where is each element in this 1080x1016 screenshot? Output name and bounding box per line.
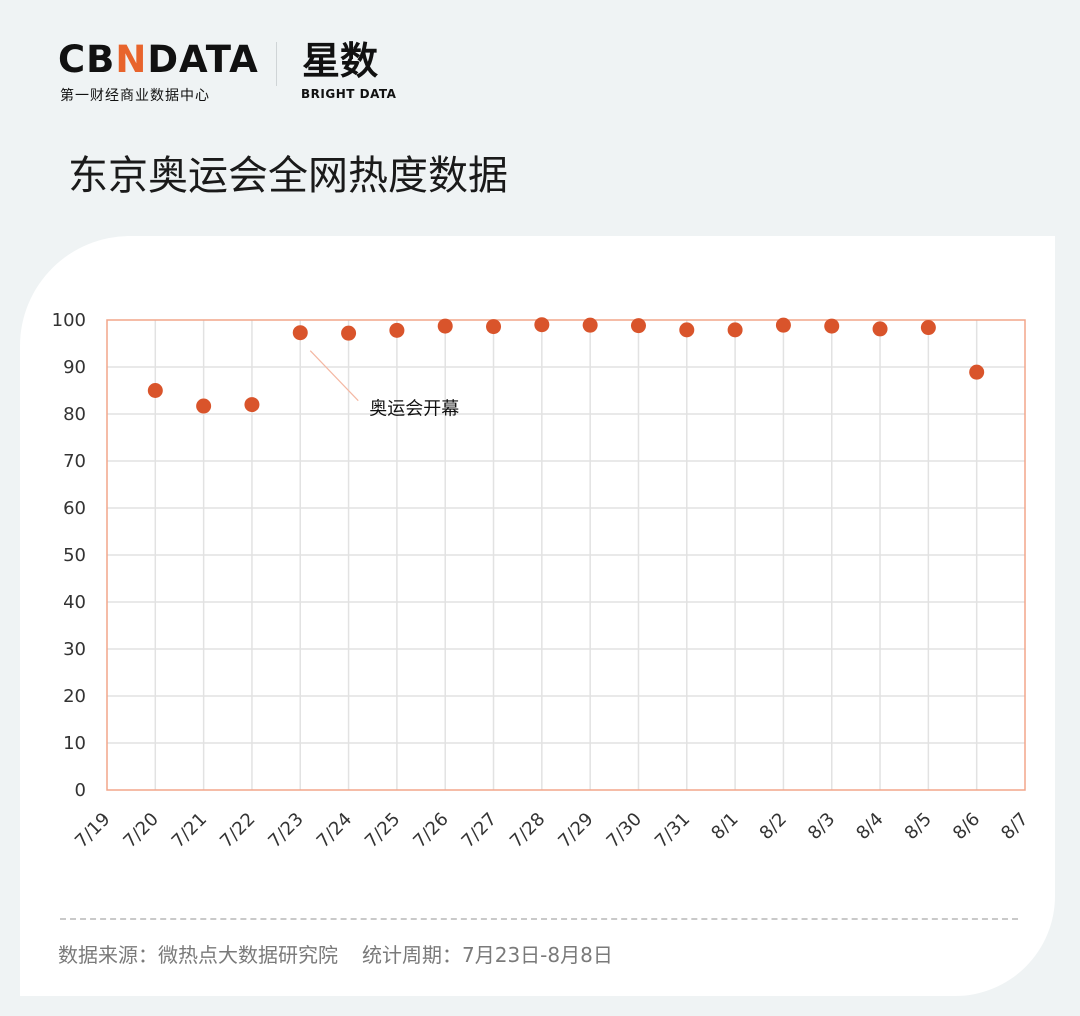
x-tick-label: 7/25 [361,809,404,852]
stat-period: 统计周期：7月23日-8月8日 [362,943,613,967]
logo-divider [276,42,277,86]
x-tick-label: 7/19 [71,809,114,852]
page-title: 东京奥运会全网热度数据 [68,153,508,199]
y-tick-label: 50 [63,545,86,566]
x-tick-label: 7/28 [506,809,549,852]
y-tick-label: 60 [63,498,86,519]
data-source: 数据来源：微热点大数据研究院 [58,943,338,967]
x-tick-label: 7/22 [216,809,259,852]
x-tick-label: 7/20 [119,809,162,852]
x-tick-label: 7/26 [409,809,452,852]
data-point [341,325,357,341]
data-point [437,318,453,334]
data-point [727,322,743,338]
y-tick-label: 80 [63,404,86,425]
data-point [630,318,646,334]
data-point [969,364,985,380]
data-point [196,398,212,414]
plot-border [106,319,1026,791]
x-tick-label: 8/1 [707,809,742,844]
y-tick-label: 90 [63,357,86,378]
bright-data-logo: 星数 [302,39,379,83]
data-point [824,318,840,334]
y-tick-label: 0 [75,780,86,801]
data-point [679,322,695,338]
x-tick-label: 7/27 [458,809,501,852]
x-tick-label: 8/7 [997,809,1032,844]
data-points [147,317,985,414]
x-tick-label: 7/23 [264,809,307,852]
y-tick-label: 40 [63,592,86,613]
x-tick-label: 8/5 [901,809,936,844]
annotation-leader-line [309,350,359,402]
data-point [534,317,550,333]
y-axis-ticks: 0 10 20 30 40 50 60 70 80 90 100 [52,310,86,801]
x-tick-label: 7/21 [168,809,211,852]
source-line: 数据来源：微热点大数据研究院 统计周期：7月23日-8月8日 [58,940,613,970]
data-point [147,383,163,398]
data-point [486,319,502,335]
x-tick-label: 8/2 [756,809,791,844]
cbn-data-logo: CBNDATA [58,38,259,81]
data-point [582,317,598,333]
bright-data-logo-subtitle: BRIGHT DATA [301,87,397,101]
plot-frame [106,319,1026,791]
y-tick-label: 30 [63,639,86,660]
x-tick-label: 7/29 [554,809,597,852]
x-tick-label: 7/31 [651,809,694,852]
grid-lines [107,320,1025,790]
data-point [292,325,308,341]
data-point [775,317,791,333]
data-point [389,322,405,338]
annotations: 奥运会开幕 [309,350,459,420]
y-tick-label: 20 [63,686,86,707]
y-tick-label: 100 [52,310,86,331]
x-tick-label: 7/24 [313,809,356,852]
footer-divider [60,918,1018,920]
annotation-label: 奥运会开幕 [369,399,459,420]
x-tick-label: 7/30 [603,809,646,852]
y-tick-label: 10 [63,733,86,754]
x-tick-label: 8/6 [949,809,984,844]
chart-card [20,236,1055,996]
data-point [920,320,936,336]
data-point [872,321,888,337]
x-tick-label: 8/3 [804,809,839,844]
x-tick-label: 8/4 [852,809,887,844]
y-tick-label: 70 [63,451,86,472]
data-point [244,397,260,413]
x-axis-ticks: 7/19 7/20 7/21 7/22 7/23 7/24 7/25 7/26 7/27 7/28… [71,809,1032,852]
cbn-data-logo-subtitle: 第一财经商业数据中心 [60,88,210,104]
